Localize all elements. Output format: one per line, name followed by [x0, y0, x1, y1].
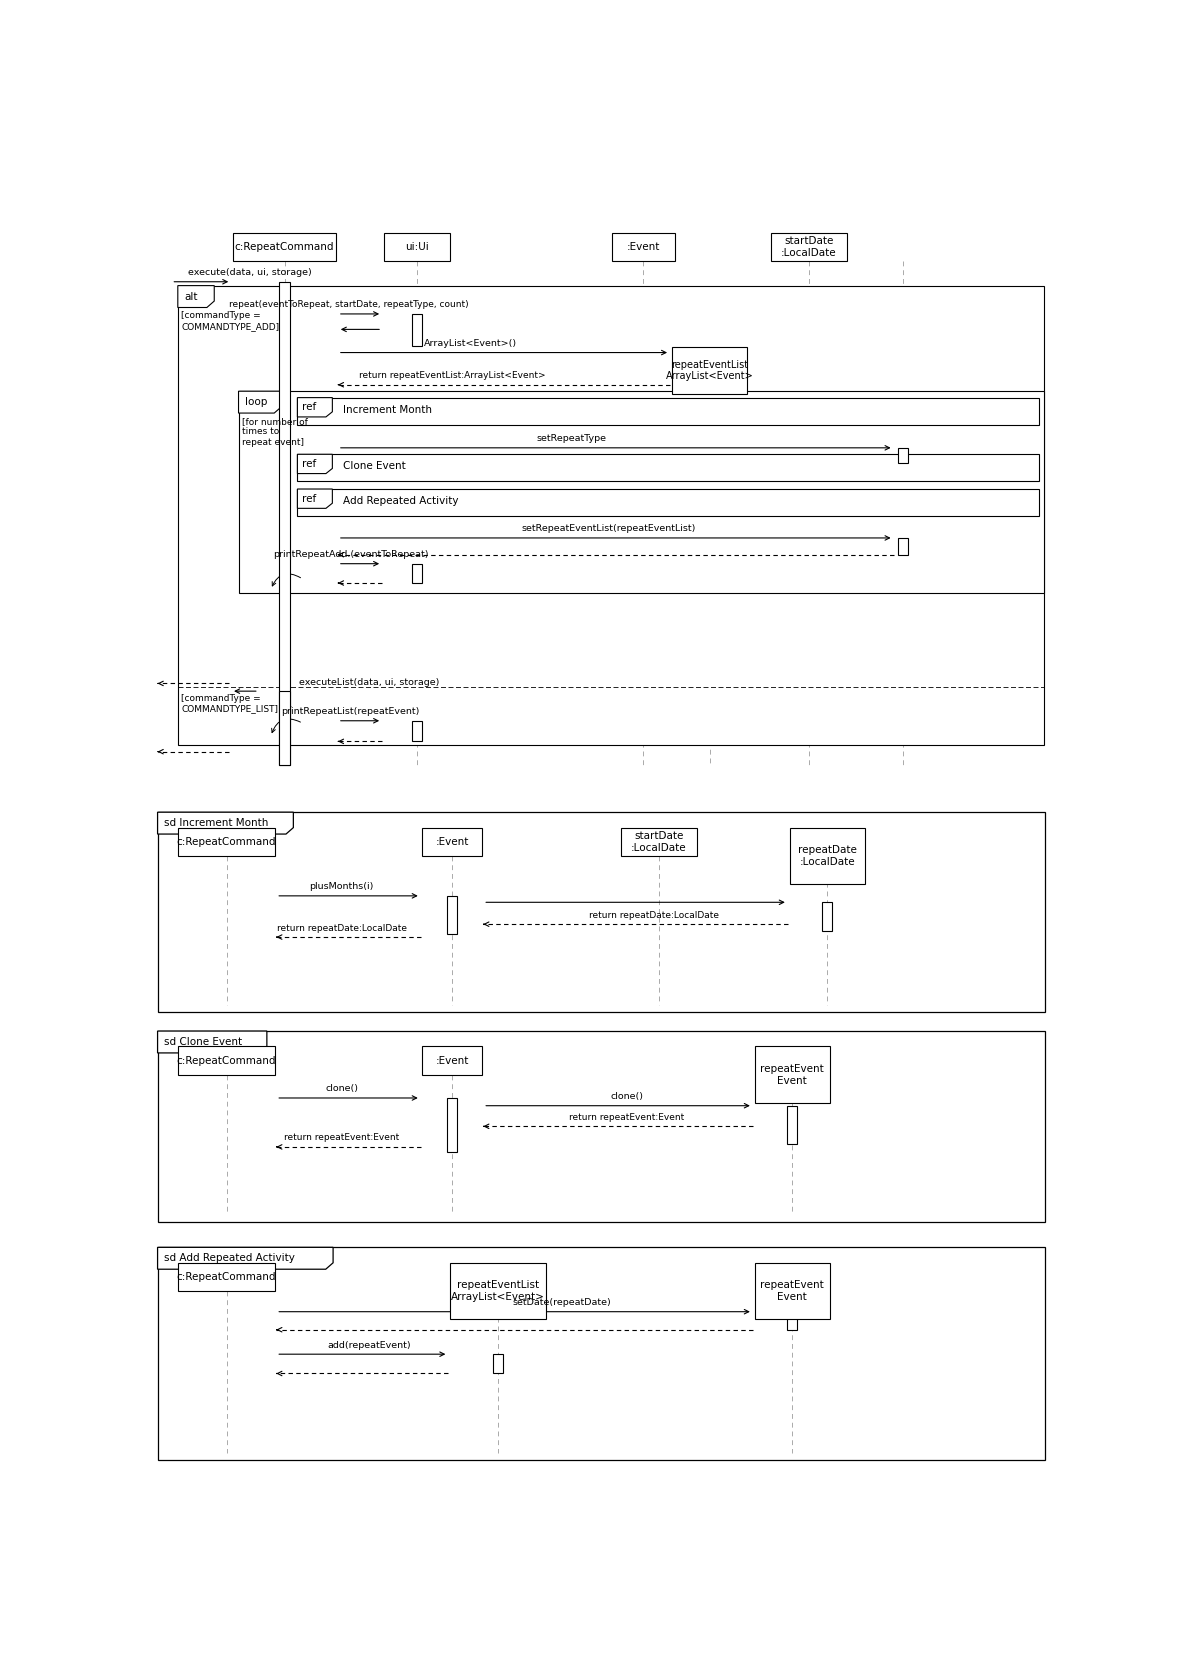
Text: c:RepeatCommand: c:RepeatCommand	[177, 1272, 277, 1282]
Text: repeatEvent
Event: repeatEvent Event	[761, 1063, 824, 1085]
Text: sd Clone Event: sd Clone Event	[164, 1037, 242, 1047]
FancyBboxPatch shape	[755, 1047, 830, 1104]
Text: repeatEventList
ArrayList<Event>: repeatEventList ArrayList<Event>	[666, 359, 754, 381]
FancyBboxPatch shape	[383, 232, 450, 261]
Text: return repeatDate:LocalDate: return repeatDate:LocalDate	[589, 911, 719, 920]
Text: clone(): clone()	[325, 1085, 358, 1093]
FancyBboxPatch shape	[450, 1262, 546, 1319]
Text: ref: ref	[301, 493, 316, 503]
Text: return repeatDate:LocalDate: return repeatDate:LocalDate	[277, 923, 407, 933]
Text: return repeatEvent:Event: return repeatEvent:Event	[569, 1114, 685, 1122]
FancyBboxPatch shape	[178, 1262, 275, 1291]
Text: printRepeatList(repeatEvent): printRepeatList(repeatEvent)	[281, 707, 420, 716]
Text: sd Add Repeated Activity: sd Add Repeated Activity	[164, 1254, 294, 1264]
Text: startDate
:LocalDate: startDate :LocalDate	[781, 236, 837, 257]
Text: repeat(eventToRepeat, startDate, repeatType, count): repeat(eventToRepeat, startDate, repeatT…	[229, 301, 469, 309]
FancyBboxPatch shape	[298, 398, 1039, 425]
Polygon shape	[239, 391, 281, 413]
FancyBboxPatch shape	[897, 538, 908, 555]
Text: [commandType =
COMMANDTYPE_LIST]: [commandType = COMMANDTYPE_LIST]	[182, 694, 279, 714]
Text: ref: ref	[301, 403, 316, 413]
FancyBboxPatch shape	[158, 813, 1046, 1012]
Text: :Event: :Event	[436, 836, 469, 846]
FancyBboxPatch shape	[823, 903, 832, 931]
Text: return repeatEvent:Event: return repeatEvent:Event	[284, 1134, 399, 1142]
FancyBboxPatch shape	[704, 371, 715, 386]
FancyBboxPatch shape	[672, 348, 748, 395]
Text: ui:Ui: ui:Ui	[405, 242, 429, 252]
Text: sd Increment Month: sd Increment Month	[164, 818, 268, 828]
FancyBboxPatch shape	[446, 896, 457, 935]
Text: c:RepeatCommand: c:RepeatCommand	[177, 836, 277, 846]
Text: [commandType =
COMMANDTYPE_ADD]: [commandType = COMMANDTYPE_ADD]	[182, 311, 280, 331]
Text: Add Repeated Activity: Add Repeated Activity	[343, 497, 459, 507]
Text: executeList(data, ui, storage): executeList(data, ui, storage)	[299, 677, 439, 687]
Polygon shape	[158, 1247, 334, 1269]
Text: ArrayList<Event>(): ArrayList<Event>()	[424, 339, 516, 348]
FancyBboxPatch shape	[612, 232, 674, 261]
FancyBboxPatch shape	[298, 488, 1039, 517]
FancyBboxPatch shape	[239, 391, 1045, 594]
FancyBboxPatch shape	[423, 828, 482, 856]
FancyBboxPatch shape	[178, 828, 275, 856]
FancyBboxPatch shape	[412, 314, 423, 346]
FancyBboxPatch shape	[772, 232, 846, 261]
Text: c:RepeatCommand: c:RepeatCommand	[177, 1055, 277, 1065]
Polygon shape	[298, 455, 332, 473]
Text: Increment Month: Increment Month	[343, 405, 432, 415]
Text: Clone Event: Clone Event	[343, 461, 406, 472]
Text: return repeatEventList:ArrayList<Event>: return repeatEventList:ArrayList<Event>	[358, 371, 545, 380]
Text: repeatEventList
ArrayList<Event>: repeatEventList ArrayList<Event>	[451, 1281, 545, 1302]
FancyBboxPatch shape	[233, 232, 336, 261]
Text: setRepeatEventList(repeatEventList): setRepeatEventList(repeatEventList)	[521, 525, 696, 533]
Polygon shape	[298, 398, 332, 416]
FancyBboxPatch shape	[412, 721, 423, 741]
Text: repeatDate
:LocalDate: repeatDate :LocalDate	[798, 844, 857, 866]
Text: printRepeatAdd.(eventToRepeat): printRepeatAdd.(eventToRepeat)	[273, 550, 429, 558]
Text: [for number of
times to
repeat event]: [for number of times to repeat event]	[242, 416, 309, 446]
FancyBboxPatch shape	[787, 1313, 798, 1329]
FancyBboxPatch shape	[897, 448, 908, 463]
Text: plusMonths(i): plusMonths(i)	[310, 883, 374, 891]
Polygon shape	[158, 813, 293, 834]
FancyBboxPatch shape	[178, 1047, 275, 1075]
FancyBboxPatch shape	[493, 1354, 503, 1373]
FancyBboxPatch shape	[298, 455, 1039, 482]
Text: ref: ref	[301, 458, 316, 468]
FancyBboxPatch shape	[158, 1247, 1046, 1460]
FancyBboxPatch shape	[412, 563, 423, 584]
Polygon shape	[298, 488, 332, 508]
Polygon shape	[178, 286, 214, 308]
FancyBboxPatch shape	[279, 691, 290, 764]
FancyBboxPatch shape	[423, 1047, 482, 1075]
FancyBboxPatch shape	[789, 828, 865, 884]
FancyBboxPatch shape	[755, 1262, 830, 1319]
Text: setDate(repeatDate): setDate(repeatDate)	[513, 1297, 611, 1308]
Polygon shape	[158, 1032, 267, 1053]
Text: startDate
:LocalDate: startDate :LocalDate	[631, 831, 687, 853]
Text: :Event: :Event	[436, 1055, 469, 1065]
FancyBboxPatch shape	[279, 283, 290, 764]
FancyBboxPatch shape	[158, 1032, 1046, 1222]
Text: add(repeatEvent): add(repeatEvent)	[328, 1341, 411, 1349]
FancyBboxPatch shape	[787, 1105, 798, 1144]
Text: loop: loop	[245, 398, 267, 406]
Text: clone(): clone()	[610, 1092, 643, 1102]
Text: execute(data, ui, storage): execute(data, ui, storage)	[188, 268, 311, 278]
Text: :Event: :Event	[627, 242, 660, 252]
FancyBboxPatch shape	[446, 1099, 457, 1152]
Text: setRepeatType: setRepeatType	[537, 435, 607, 443]
Text: c:RepeatCommand: c:RepeatCommand	[235, 242, 335, 252]
Text: repeatEvent
Event: repeatEvent Event	[761, 1281, 824, 1302]
FancyBboxPatch shape	[621, 828, 697, 856]
FancyBboxPatch shape	[178, 286, 1045, 746]
Text: alt: alt	[184, 291, 198, 301]
